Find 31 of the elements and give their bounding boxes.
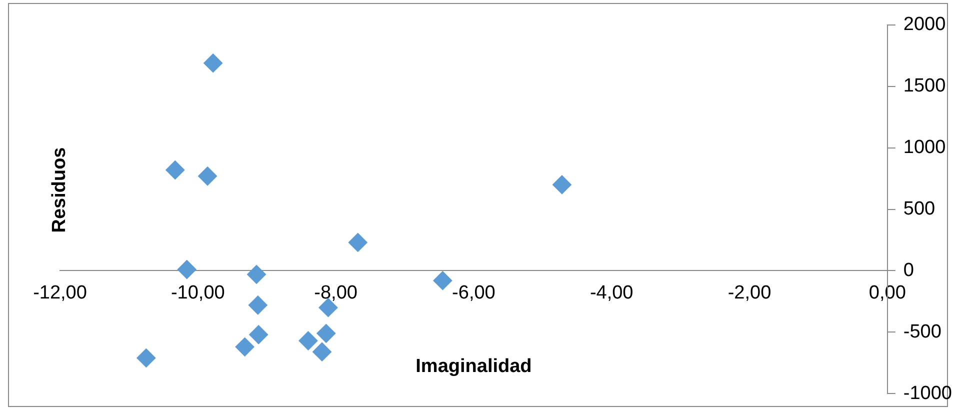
- x-tick-label: -12,00: [33, 282, 87, 304]
- point: [248, 296, 268, 315]
- point: [348, 232, 368, 252]
- point: [552, 175, 572, 194]
- point: [312, 342, 332, 362]
- x-tick-label: -2,00: [728, 282, 772, 304]
- y-tick-label: 2000: [903, 14, 946, 36]
- point: [177, 260, 196, 280]
- y-tick-label: 500: [903, 198, 936, 220]
- point: [136, 348, 156, 368]
- point: [433, 271, 452, 290]
- point: [198, 166, 218, 186]
- point: [298, 331, 318, 350]
- point: [316, 324, 336, 343]
- point: [204, 54, 223, 73]
- point: [249, 325, 268, 344]
- y-axis-title: Residuos: [49, 147, 71, 233]
- x-tick-label: 0,00: [868, 282, 906, 304]
- point: [247, 264, 266, 284]
- point: [166, 160, 185, 180]
- y-tick-label: -500: [903, 321, 942, 342]
- y-tick-label: -1000: [903, 382, 952, 404]
- x-tick-label: -8,00: [314, 282, 358, 304]
- x-tick-label: -6,00: [452, 282, 496, 304]
- y-tick-label: 1000: [903, 137, 946, 158]
- y-tick-label: 1500: [903, 76, 946, 97]
- x-tick-label: -4,00: [590, 282, 634, 304]
- x-tick-label: -10,00: [170, 282, 225, 304]
- point: [235, 337, 254, 356]
- y-tick-label: 0: [903, 260, 914, 281]
- x-axis-title: Imaginalidad: [416, 356, 532, 378]
